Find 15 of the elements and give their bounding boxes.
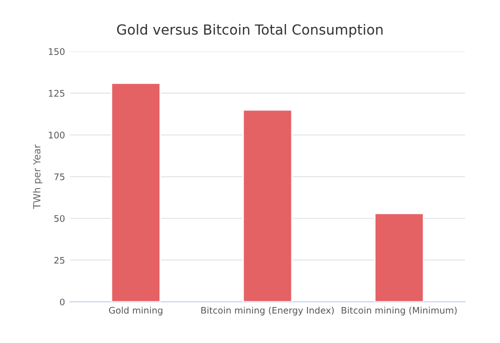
y-tick-label: 25 [54, 256, 64, 264]
y-tick-label: 125 [48, 90, 64, 97]
y-tick-label: 75 [54, 173, 64, 180]
bar [374, 212, 424, 302]
chart-title: Gold versus Bitcoin Total Consumption [117, 24, 383, 38]
y-tick-label: 50 [54, 215, 65, 222]
x-tick-label: Bitcoin mining (Energy Index) [201, 306, 334, 316]
y-axis-title: TWh per Year [32, 144, 42, 209]
y-tick-label: 150 [48, 48, 65, 56]
bar [242, 109, 293, 302]
bar [110, 82, 161, 302]
x-tick-label: Gold mining [109, 306, 162, 316]
y-tick-label: 0 [60, 298, 65, 306]
x-tick-label: Bitcoin mining (Minimum) [342, 306, 457, 316]
y-tick-label: 100 [48, 132, 65, 138]
